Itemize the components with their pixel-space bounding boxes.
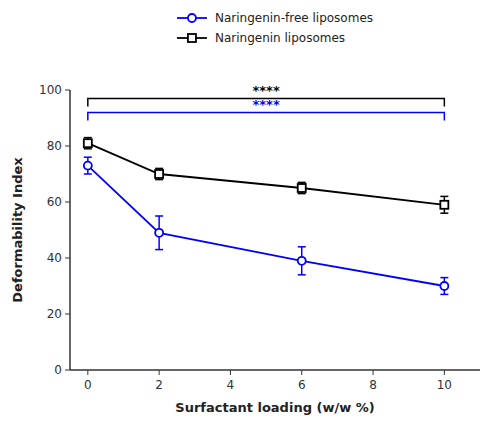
x-tick-label: 10 bbox=[437, 378, 452, 392]
error-bar bbox=[440, 196, 448, 213]
series-line bbox=[88, 143, 445, 205]
x-tick bbox=[230, 370, 231, 375]
data-point bbox=[440, 282, 448, 290]
error-bar bbox=[298, 247, 306, 275]
x-tick-label: 2 bbox=[155, 378, 163, 392]
x-tick bbox=[444, 370, 445, 375]
error-bar-cap bbox=[155, 168, 163, 170]
data-point bbox=[84, 139, 92, 147]
error-bar-cap bbox=[155, 179, 163, 181]
x-tick-label: 0 bbox=[84, 378, 92, 392]
error-bar-cap bbox=[84, 137, 92, 139]
y-axis-line bbox=[69, 90, 71, 370]
error-bar bbox=[155, 168, 163, 179]
legend-marker bbox=[188, 34, 196, 42]
y-tick bbox=[65, 258, 70, 259]
data-point bbox=[84, 162, 92, 170]
x-tick bbox=[87, 370, 88, 375]
bracket-line bbox=[88, 112, 445, 120]
error-bar-cap bbox=[84, 148, 92, 150]
error-bar-cap bbox=[440, 294, 448, 296]
significance-bracket: **** bbox=[88, 97, 445, 120]
y-tick-label: 0 bbox=[54, 363, 62, 377]
y-tick bbox=[65, 370, 70, 371]
error-bar bbox=[84, 138, 92, 149]
chart: 0246810020406080100Surfactant loading (w… bbox=[0, 0, 500, 430]
x-tick-label: 4 bbox=[227, 378, 235, 392]
data-point bbox=[440, 201, 448, 209]
error-bar-cap bbox=[84, 156, 92, 158]
data-point bbox=[155, 229, 163, 237]
error-bar-cap bbox=[440, 212, 448, 214]
x-axis-line bbox=[70, 369, 480, 371]
annotation: **** bbox=[252, 83, 279, 98]
error-bar-cap bbox=[298, 246, 306, 248]
x-tick-label: 6 bbox=[298, 378, 306, 392]
x-tick bbox=[301, 370, 302, 375]
error-bar-cap bbox=[298, 274, 306, 276]
series bbox=[84, 157, 449, 294]
y-tick-label: 80 bbox=[47, 139, 62, 153]
y-tick bbox=[65, 202, 70, 203]
error-bar-cap bbox=[298, 193, 306, 195]
legend-marker bbox=[188, 14, 196, 22]
data-point bbox=[155, 170, 163, 178]
x-axis-label: Surfactant loading (w/w %) bbox=[175, 400, 374, 415]
error-bar bbox=[155, 216, 163, 250]
annotation: **** bbox=[252, 97, 279, 112]
legend: Naringenin-free liposomes Naringenin lipo… bbox=[177, 11, 373, 45]
y-tick bbox=[65, 146, 70, 147]
error-bar-cap bbox=[84, 173, 92, 175]
series bbox=[84, 138, 449, 214]
error-bar-cap bbox=[298, 182, 306, 184]
legend-label: Naringenin-free liposomes bbox=[215, 11, 373, 25]
error-bar bbox=[440, 278, 448, 295]
error-bar bbox=[298, 182, 306, 193]
y-tick bbox=[65, 314, 70, 315]
legend-label: Naringenin liposomes bbox=[215, 31, 345, 45]
error-bar-cap bbox=[155, 215, 163, 217]
error-bar-cap bbox=[155, 249, 163, 251]
data-point bbox=[298, 257, 306, 265]
x-tick bbox=[373, 370, 374, 375]
data-point bbox=[298, 184, 306, 192]
y-tick bbox=[65, 90, 70, 91]
x-tick-label: 8 bbox=[369, 378, 377, 392]
x-tick bbox=[159, 370, 160, 375]
y-tick-label: 20 bbox=[47, 307, 62, 321]
y-tick-label: 40 bbox=[47, 251, 62, 265]
plot-area bbox=[84, 138, 449, 295]
y-tick-label: 100 bbox=[39, 83, 62, 97]
error-bar-cap bbox=[440, 277, 448, 279]
error-bar bbox=[84, 157, 92, 174]
y-axis-label: Deformability Index bbox=[10, 157, 25, 303]
y-tick-label: 60 bbox=[47, 195, 62, 209]
error-bar-cap bbox=[440, 196, 448, 198]
